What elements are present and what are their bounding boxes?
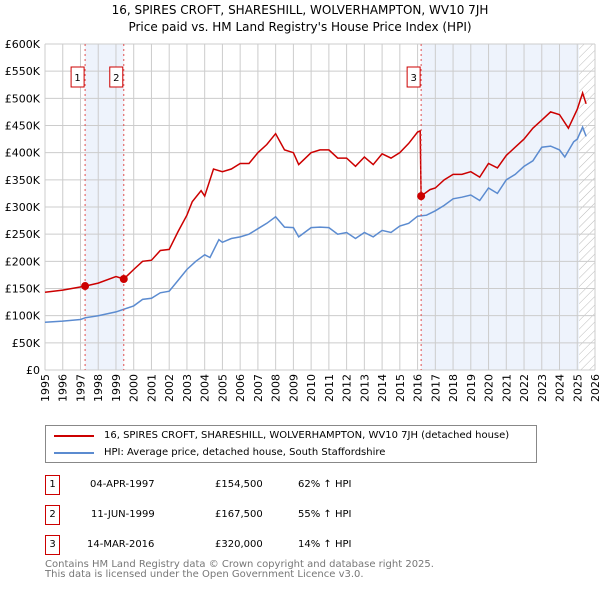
y-tick-label: £50K xyxy=(12,337,41,350)
y-tick-label: £300K xyxy=(5,201,41,214)
x-tick-label: 1999 xyxy=(110,374,123,402)
x-tick-label: 2008 xyxy=(270,374,283,402)
x-tick-label: 2014 xyxy=(376,374,389,402)
y-tick-label: £550K xyxy=(5,65,41,78)
x-tick-label: 2009 xyxy=(287,374,300,402)
sale-marker-box xyxy=(406,66,421,88)
x-tick-label: 2004 xyxy=(199,374,212,402)
x-tick-label: 2019 xyxy=(465,374,478,402)
x-tick-label: 1998 xyxy=(92,374,105,402)
sale-point xyxy=(417,192,426,201)
legend: 16, SPIRES CROFT, SHARESHILL, WOLVERHAMP… xyxy=(45,425,537,463)
sale-badge: 3 xyxy=(45,535,60,555)
sale-badge: 2 xyxy=(45,505,60,525)
x-tick-label: 2003 xyxy=(181,374,194,402)
footer: Contains HM Land Registry data © Crown c… xyxy=(45,560,434,580)
legend-item-hpi: HPI: Average price, detached house, Sout… xyxy=(54,447,385,458)
footer-line: Contains HM Land Registry data © Crown c… xyxy=(45,559,434,570)
legend-swatch-blue xyxy=(54,451,94,454)
y-tick-label: £200K xyxy=(5,255,41,268)
x-tick-label: 2005 xyxy=(216,374,229,402)
x-tick-label: 2001 xyxy=(145,374,158,402)
chart-title: 16, SPIRES CROFT, SHARESHILL, WOLVERHAMP… xyxy=(111,3,489,17)
footer-line: This data is licensed under the Open Gov… xyxy=(45,569,364,580)
sale-point xyxy=(81,282,90,291)
y-tick-label: £150K xyxy=(5,283,41,296)
y-tick-label: £500K xyxy=(5,92,41,105)
legend-label: 16, SPIRES CROFT, SHARESHILL, WOLVERHAMP… xyxy=(104,430,510,441)
sale-marker-box xyxy=(70,66,85,88)
x-tick-label: 2018 xyxy=(447,374,460,402)
y-tick-label: £250K xyxy=(5,228,41,241)
x-tick-label: 2011 xyxy=(323,374,336,402)
x-tick-label: 2013 xyxy=(358,374,371,402)
chart-subtitle: Price paid vs. HM Land Registry's House … xyxy=(128,20,472,34)
sale-point xyxy=(119,274,128,283)
x-tick-label: 2025 xyxy=(571,374,584,402)
y-tick-label: £600K xyxy=(5,38,41,51)
sale-price: £167,500 xyxy=(215,509,263,520)
y-tick-label: £400K xyxy=(5,147,41,160)
y-tick-label: £350K xyxy=(5,174,41,187)
x-tick-label: 2002 xyxy=(163,374,176,402)
x-tick-label: 2016 xyxy=(412,374,425,402)
x-tick-label: 2026 xyxy=(589,374,600,402)
x-tick-label: 2017 xyxy=(429,374,442,402)
sale-marker-label: 1 xyxy=(74,73,80,84)
sale-price: £154,500 xyxy=(215,479,263,490)
x-tick-label: 1997 xyxy=(74,374,87,402)
legend-item-property: 16, SPIRES CROFT, SHARESHILL, WOLVERHAMP… xyxy=(54,430,509,441)
table-row: 3 14-MAR-2016 £320,000 14% ↑ HPI xyxy=(45,535,565,555)
x-tick-label: 1995 xyxy=(39,374,52,402)
series-line xyxy=(44,90,587,294)
sale-hpi: 62% ↑ HPI xyxy=(298,479,352,490)
x-tick-label: 2012 xyxy=(341,374,354,402)
sale-date: 11-JUN-1999 xyxy=(91,509,155,520)
legend-swatch-red xyxy=(54,434,94,437)
sale-price: £320,000 xyxy=(215,539,263,550)
x-tick-label: 2010 xyxy=(305,374,318,402)
x-tick-label: 2015 xyxy=(394,374,407,402)
x-tick-label: 2006 xyxy=(234,374,247,402)
table-row: 2 11-JUN-1999 £167,500 55% ↑ HPI xyxy=(45,505,565,525)
x-tick-label: 2007 xyxy=(252,374,265,402)
y-tick-label: £450K xyxy=(5,120,41,133)
series-line xyxy=(44,125,587,323)
x-tick-label: 2022 xyxy=(518,374,531,402)
sale-marker-label: 3 xyxy=(410,73,416,84)
sale-hpi: 55% ↑ HPI xyxy=(298,509,352,520)
sale-badge: 1 xyxy=(45,475,60,495)
x-tick-label: 2024 xyxy=(554,374,567,402)
x-tick-label: 2021 xyxy=(500,374,513,402)
y-tick-label: £0 xyxy=(26,364,40,377)
legend-label: HPI: Average price, detached house, Sout… xyxy=(104,447,386,458)
x-tick-label: 2000 xyxy=(128,374,141,402)
sale-date: 04-APR-1997 xyxy=(90,479,155,490)
sale-hpi: 14% ↑ HPI xyxy=(298,539,352,550)
price-chart: £0 £50K £100K £150K £200K £250K £300K £350K £400… xyxy=(5,38,600,402)
sale-date: 14-MAR-2016 xyxy=(87,539,155,550)
sale-marker-label: 2 xyxy=(113,73,119,84)
table-row: 1 04-APR-1997 £154,500 62% ↑ HPI xyxy=(45,475,565,495)
x-tick-label: 2020 xyxy=(483,374,496,402)
x-tick-label: 2023 xyxy=(536,374,549,402)
sale-marker-box xyxy=(109,66,124,88)
x-tick-label: 1996 xyxy=(57,374,70,402)
y-tick-label: £100K xyxy=(5,310,41,323)
